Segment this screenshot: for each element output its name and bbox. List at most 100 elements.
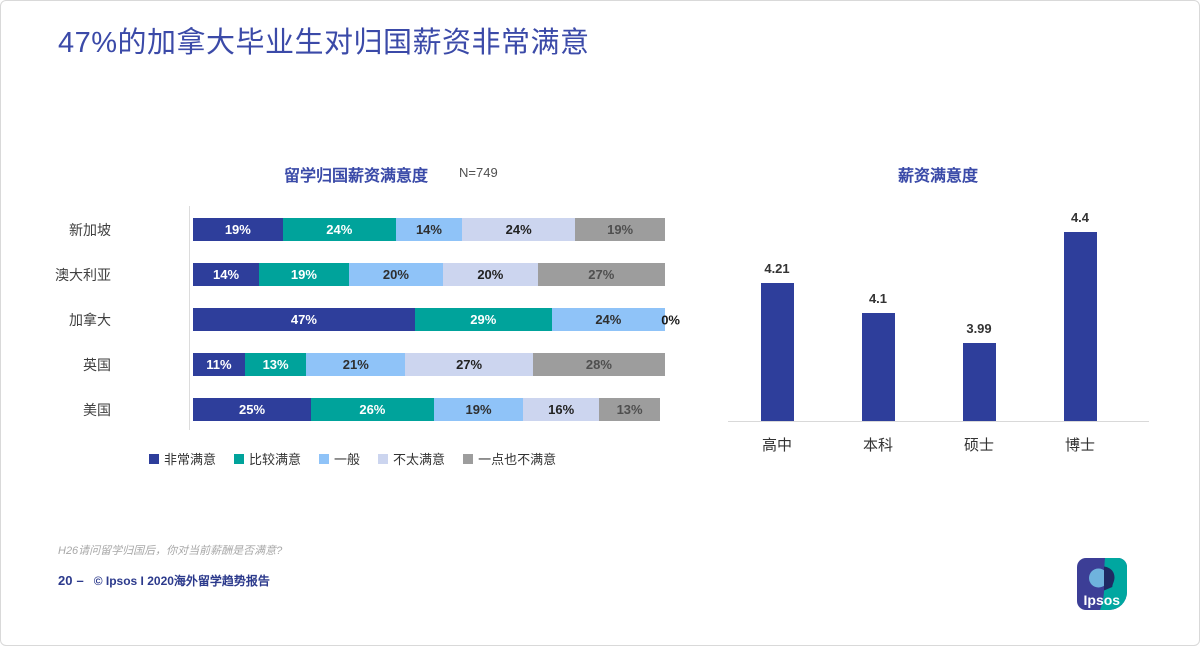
bar-segment-value: 14% <box>415 222 442 237</box>
stacked-bar: 19% 24% 14% 24% 19% <box>193 218 665 241</box>
column-bar-category: 博士 <box>1064 437 1095 454</box>
stacked-bar-rows: 新加坡 19% 24% 14% 24% 19% 澳大利亚 14% 19% 20% 20% 27% 加拿大… <box>39 218 680 443</box>
bar-segment: 19% <box>433 398 524 421</box>
bar-segment: 19% <box>259 263 349 286</box>
bar-segment: 20% <box>348 263 444 286</box>
bar-segment: 14% <box>395 218 463 241</box>
column-chart-title: 薪资满意度 <box>897 168 978 185</box>
stacked-bar-row: 新加坡 19% 24% 14% 24% 19% <box>39 218 669 241</box>
legend-label: 一般 <box>334 452 361 467</box>
stacked-chart-axis-line <box>189 206 190 430</box>
column-bar <box>760 283 794 421</box>
legend-swatch <box>319 453 330 464</box>
column-bar-category: 高中 <box>761 437 792 454</box>
bar-segment: 28% <box>532 353 665 376</box>
sample-size-label: N=749 <box>459 165 498 180</box>
bar-segment-value: 11% <box>206 357 232 372</box>
bar-segment: 25% <box>193 398 311 421</box>
bar-segment: 24% <box>462 218 576 241</box>
bar-segment-value: 29% <box>470 312 497 327</box>
row-category-label: 英国 <box>83 356 111 373</box>
column-bar-value: 3.99 <box>966 321 992 336</box>
bar-segment: 29% <box>414 308 552 331</box>
bar-segment: 13% <box>244 353 307 376</box>
bar-segment-value: 24% <box>505 222 532 237</box>
bar-segment-value: 19% <box>465 402 492 417</box>
legend-item: 非常满意 <box>149 449 216 468</box>
ipsos-logo: Ipsos <box>1077 558 1127 610</box>
column-bar <box>861 313 895 421</box>
bar-segment-value: 19% <box>224 222 251 237</box>
column-bar-category: 本科 <box>862 437 893 454</box>
legend-swatch <box>234 453 245 464</box>
bar-segment: 13% <box>598 398 661 421</box>
legend-item: 一点也不满意 <box>463 449 556 468</box>
bar-segment: 14% <box>193 263 260 286</box>
stacked-bar: 11% 13% 21% 27% 28% <box>193 353 665 376</box>
ipsos-logo-graphic: Ipsos <box>1077 558 1127 610</box>
stacked-bar-row: 澳大利亚 14% 19% 20% 20% 27% <box>39 263 669 286</box>
bar-segment: 27% <box>537 263 665 286</box>
stacked-bar-row: 英国 11% 13% 21% 27% 28% <box>39 353 669 376</box>
bar-segment: 19% <box>575 218 665 241</box>
bar-segment: 20% <box>443 263 538 286</box>
stacked-chart-legend: 非常满意 比较满意 一般 不太满意 一点也不满意 <box>149 449 556 468</box>
bar-segment: 47% <box>193 308 415 331</box>
legend-swatch <box>463 453 474 464</box>
bar-segment-value: 20% <box>382 267 409 282</box>
bar-segment: 11% <box>193 353 245 376</box>
zero-value-label: 0% <box>661 312 680 327</box>
stacked-chart-title: 留学归国薪资满意度 <box>284 168 429 185</box>
bar-segment-value: 25% <box>238 402 266 417</box>
legend-label: 比较满意 <box>249 452 302 467</box>
bar-segment-value: 14% <box>213 267 240 282</box>
bar-segment-value: 16% <box>548 402 575 417</box>
page-number: 20 <box>58 573 73 588</box>
column-bar-value: 4.21 <box>764 261 790 276</box>
column-bar-value: 4.4 <box>1070 210 1090 225</box>
bar-segment: 16% <box>523 398 599 421</box>
bar-segment: 26% <box>311 398 434 421</box>
bar-segment-value: 19% <box>607 222 634 237</box>
bar-segment-value: 27% <box>456 357 483 372</box>
legend-label: 不太满意 <box>393 452 446 467</box>
page-dash: – <box>76 573 84 588</box>
slide-title: 47%的加拿大毕业生对归国薪资非常满意 <box>58 27 590 59</box>
row-category-label: 美国 <box>83 401 111 418</box>
row-category-label: 加拿大 <box>69 311 111 328</box>
bar-segment-value: 28% <box>585 357 612 372</box>
row-category-label: 新加坡 <box>69 221 111 238</box>
bar-segment-value: 47% <box>290 312 317 327</box>
legend-swatch <box>378 453 389 464</box>
bar-segment-value: 20% <box>477 267 504 282</box>
column-bar-value: 4.1 <box>868 291 888 306</box>
stacked-bar: 14% 19% 20% 20% 27% <box>193 263 665 286</box>
stacked-bar: 25% 26% 19% 16% 13% <box>193 398 665 421</box>
bar-segment: 24% <box>551 308 665 331</box>
bar-segment-value: 13% <box>616 402 643 417</box>
column-chart-plot: 4.21 4.1 3.99 4.4 <box>728 206 1149 422</box>
column-bar <box>1063 232 1097 421</box>
bar-segment-value: 26% <box>359 402 386 417</box>
footer-copyright: 20 – © Ipsos I 2020海外留学趋势报告 <box>58 572 270 589</box>
stacked-bar: 47% 29% 24% 0% <box>193 308 680 331</box>
legend-label: 非常满意 <box>164 452 217 467</box>
svg-text:Ipsos: Ipsos <box>1084 592 1121 608</box>
legend-item: 一般 <box>319 449 360 468</box>
bar-segment-value: 19% <box>290 267 317 282</box>
row-category-label: 澳大利亚 <box>55 266 111 283</box>
bar-segment-value: 27% <box>588 267 615 282</box>
bar-segment-value: 13% <box>262 357 289 372</box>
legend-item: 比较满意 <box>234 449 301 468</box>
column-bar <box>962 343 996 421</box>
legend-item: 不太满意 <box>378 449 445 468</box>
bar-segment: 21% <box>306 353 406 376</box>
column-bar-category: 硕士 <box>963 437 994 454</box>
legend-label: 一点也不满意 <box>478 452 557 467</box>
bar-segment: 24% <box>282 218 396 241</box>
bar-segment-value: 21% <box>342 357 369 372</box>
question-footnote: H26请问留学归国后，你对当前薪酬是否满意? <box>58 545 283 557</box>
bar-segment-value: 24% <box>326 222 353 237</box>
legend-swatch <box>149 453 159 464</box>
